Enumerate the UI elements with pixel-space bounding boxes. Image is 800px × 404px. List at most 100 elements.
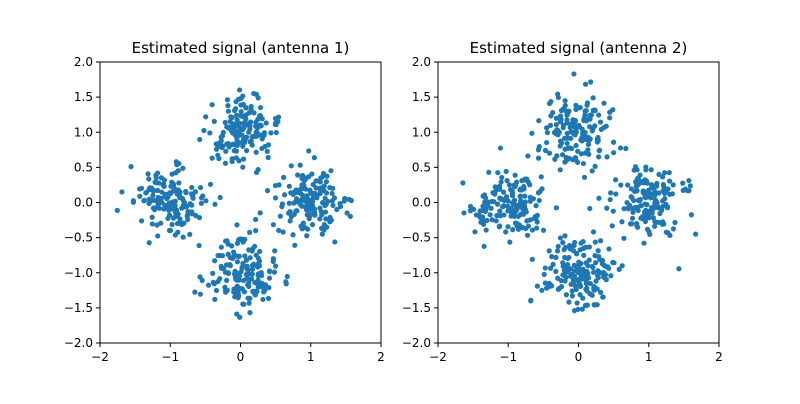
scatter-point: [232, 286, 238, 292]
scatter-point: [241, 125, 247, 131]
scatter-point: [265, 142, 272, 148]
y-tick-label: 0.5: [412, 160, 431, 174]
scatter-point: [243, 112, 249, 118]
scatter-point: [553, 254, 559, 261]
scatter-point: [271, 269, 278, 275]
scatter-point: [323, 201, 329, 207]
scatter-point: [669, 191, 675, 197]
y-tick-label: −2.0: [64, 336, 93, 350]
scatter-point: [259, 145, 265, 152]
scatter-point: [247, 229, 253, 235]
scatter-point: [143, 189, 149, 196]
scatter-point: [257, 210, 263, 216]
scatter-point: [642, 194, 648, 200]
scatter-point: [479, 214, 486, 220]
scatter-point: [189, 192, 195, 198]
scatter-point: [610, 208, 616, 214]
scatter-point: [522, 193, 528, 199]
scatter-point: [625, 182, 631, 188]
scatter-point: [176, 180, 182, 186]
scatter-point: [189, 184, 195, 191]
scatter-point: [577, 104, 583, 111]
scatter-point: [177, 216, 183, 222]
scatter-point: [306, 174, 312, 180]
scatter-point: [539, 287, 545, 293]
scatter-point: [542, 265, 548, 271]
scatter-point: [648, 193, 654, 199]
scatter-point: [174, 162, 180, 168]
y-tick-label: −1.0: [64, 266, 93, 280]
scatter-point: [151, 197, 157, 203]
scatter-point: [544, 129, 551, 136]
scatter-point: [490, 190, 496, 196]
y-tick-label: −0.5: [402, 231, 431, 245]
scatter-point: [613, 191, 619, 197]
scatter-point: [562, 159, 568, 165]
scatter-point: [247, 255, 253, 261]
scatter-point: [583, 136, 589, 143]
scatter-point: [640, 216, 647, 222]
scatter-point: [192, 189, 198, 195]
scatter-point: [224, 238, 230, 244]
scatter-point: [631, 167, 637, 173]
scatter-point: [558, 278, 564, 284]
scatter-point: [503, 168, 509, 175]
scatter-point: [319, 212, 325, 218]
scatter-point: [623, 145, 629, 152]
scatter-point: [558, 108, 565, 114]
scatter-point: [197, 184, 204, 191]
scatter-point: [155, 233, 161, 239]
scatter-point: [196, 242, 202, 249]
scatter-point: [582, 81, 589, 87]
scatter-point: [295, 172, 301, 178]
scatter-point: [687, 183, 693, 189]
scatter-point: [553, 205, 560, 211]
scatter-point: [224, 277, 230, 283]
x-tick-label: −1: [161, 350, 179, 364]
scatter-point: [291, 200, 297, 206]
scatter-point: [536, 197, 542, 204]
scatter-point: [209, 155, 215, 161]
scatter-point: [578, 137, 584, 143]
scatter-point: [611, 150, 617, 156]
scatter-point: [138, 218, 145, 224]
scatter-point: [497, 145, 503, 151]
scatter-point: [329, 198, 335, 204]
scatter-point: [272, 115, 279, 122]
scatter-point: [510, 227, 516, 233]
scatter-point: [480, 203, 486, 209]
scatter-point: [281, 174, 287, 180]
scatter-point: [505, 224, 511, 230]
scatter-point: [225, 102, 231, 109]
scatter-point: [573, 142, 579, 149]
scatter-point: [571, 71, 577, 77]
scatter-point: [666, 169, 672, 176]
scatter-point: [169, 179, 175, 185]
scatter-point: [259, 284, 265, 290]
scatter-point: [261, 289, 267, 295]
scatter-point: [686, 188, 692, 194]
scatter-point: [596, 154, 602, 160]
scatter-point: [222, 119, 228, 126]
scatter-point: [657, 210, 663, 217]
scatter-point: [605, 264, 611, 270]
scatter-point: [286, 183, 292, 189]
scatter-point: [580, 276, 587, 282]
scatter-point: [529, 130, 535, 136]
scatter-point: [348, 197, 354, 204]
y-tick-label: −1.5: [64, 301, 93, 315]
scatter-point: [211, 118, 217, 124]
scatter-point: [558, 140, 565, 146]
x-tick-label: 2: [377, 350, 385, 364]
scatter-point: [494, 212, 500, 219]
scatter-point: [156, 199, 162, 205]
scatter-point: [292, 242, 298, 248]
scatter-point: [215, 152, 221, 158]
y-tick-label: 0.5: [74, 160, 93, 174]
scatter-point: [287, 218, 293, 224]
scatter-point: [297, 200, 303, 206]
scatter-point: [321, 227, 327, 233]
scatter-point: [597, 289, 604, 295]
scatter-point: [577, 283, 584, 290]
